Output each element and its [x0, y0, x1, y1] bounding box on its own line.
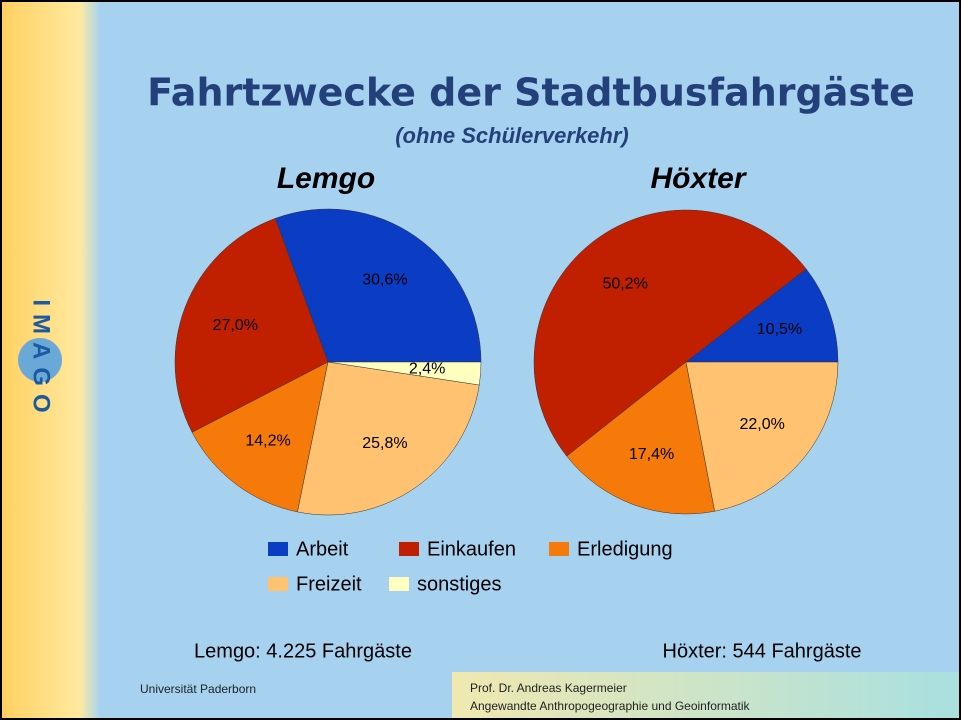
- slice-label: 22,0%: [739, 416, 784, 433]
- slice-label: 25,8%: [362, 435, 407, 452]
- chart-caption: Lemgo: 4.225 Fahrgäste: [194, 640, 412, 662]
- legend-label: Einkaufen: [427, 538, 516, 560]
- pie-slice: [685, 268, 839, 363]
- pie-slice: [685, 361, 839, 512]
- legend-label: Arbeit: [296, 538, 349, 560]
- chart-title: Höxter: [650, 162, 747, 195]
- slice-label: 17,4%: [629, 446, 674, 463]
- pie-slice: [297, 361, 480, 516]
- pie-slice: [566, 361, 715, 515]
- logo-globe: [18, 338, 62, 382]
- slide-title: Fahrtzwecke der Stadtbusfahrgäste: [147, 71, 915, 115]
- legend-swatch: [268, 542, 288, 556]
- logo: IMAGO: [28, 299, 55, 420]
- slice-label: 27,0%: [213, 317, 258, 334]
- chart-title: Lemgo: [277, 162, 375, 195]
- slice-label: 30,6%: [362, 272, 407, 289]
- pie-slice: [533, 209, 807, 457]
- pie-slice: [191, 361, 329, 513]
- footer-right: Angewandte Anthropogeographie und Geoinf…: [470, 699, 751, 713]
- legend-swatch: [399, 542, 419, 556]
- legend-label: Erledigung: [577, 538, 673, 560]
- chart-caption: Höxter: 544 Fahrgäste: [663, 640, 862, 662]
- footer-right: Prof. Dr. Andreas Kagermeier: [470, 681, 627, 695]
- legend-swatch: [549, 542, 569, 556]
- slice-label: 2,4%: [409, 361, 445, 378]
- slice-label: 10,5%: [757, 321, 802, 338]
- legend-swatch: [268, 577, 288, 591]
- legend-label: sonstiges: [417, 573, 502, 595]
- footer-left: Universität Paderborn: [140, 682, 256, 696]
- slice-label: 50,2%: [602, 275, 647, 292]
- pie-slice: [174, 218, 329, 433]
- footer-box: [452, 672, 961, 720]
- slice-label: 14,2%: [245, 433, 290, 450]
- pie-slice: [274, 208, 482, 363]
- slide-subtitle: (ohne Schülerverkehr): [395, 123, 629, 148]
- legend-label: Freizeit: [296, 573, 362, 595]
- pie-slice: [327, 361, 482, 386]
- legend-swatch: [389, 577, 409, 591]
